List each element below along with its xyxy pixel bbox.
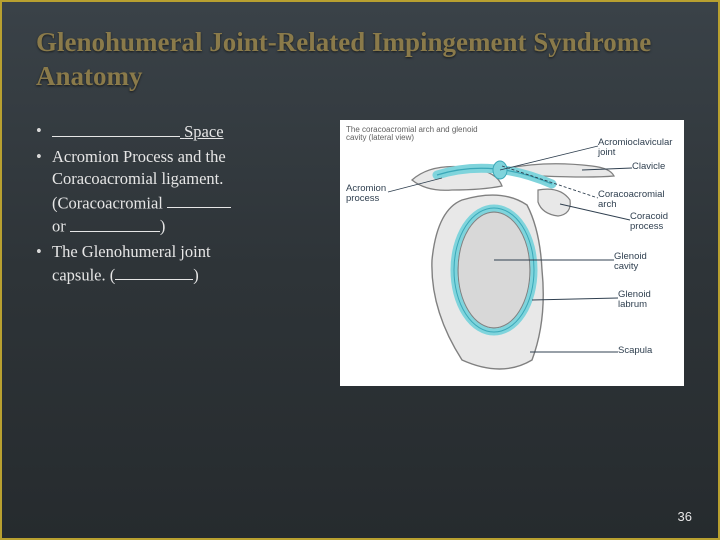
label-acromion: Acromion process: [346, 184, 406, 205]
bullet-3-line1: The Glenohumeral joint: [52, 242, 211, 261]
figure-caption: The coracoacromial arch and glenoid cavi…: [346, 126, 496, 144]
page-number: 36: [678, 509, 692, 524]
bullet-3-line2a: capsule. (: [52, 265, 115, 284]
bullet-2-line2: Coracoacromial ligament.: [52, 169, 223, 188]
bullet-3-line2b: ): [193, 265, 199, 284]
bullet-1: Space: [36, 120, 326, 144]
glenoid-cavity-shape: [458, 212, 530, 328]
slide: Glenohumeral Joint-Related Impingement S…: [0, 0, 720, 540]
label-scapula: Scapula: [618, 346, 652, 356]
bullet-2-line1: Acromion Process and the: [52, 147, 226, 166]
label-clavicle: Clavicle: [632, 162, 665, 172]
label-coracoacromial-arch: Coracoacromial arch: [598, 190, 676, 211]
bullet-list: Space Acromion Process and the Coracoacr…: [36, 120, 326, 290]
coracoid-shape: [538, 189, 570, 216]
slide-title: Glenohumeral Joint-Related Impingement S…: [36, 26, 684, 94]
label-glenoid-labrum: Glenoid labrum: [618, 290, 670, 311]
bullet-2-line4a: or: [52, 217, 70, 236]
bullet-2-line3a: (Coracoacromial: [52, 193, 167, 212]
bullet-3: The Glenohumeral joint capsule. (): [36, 241, 326, 287]
label-glenoid-cavity: Glenoid cavity: [614, 252, 664, 273]
bullet-1-suffix: Space: [184, 122, 223, 141]
label-acromioclavicular: Acromioclavicular joint: [598, 138, 684, 159]
anatomy-figure: The coracoacromial arch and glenoid cavi…: [340, 120, 684, 386]
bullet-2-line4b: ): [160, 217, 166, 236]
label-coracoid: Coracoid process: [630, 212, 680, 233]
content-row: Space Acromion Process and the Coracoacr…: [36, 120, 684, 386]
bullet-2: Acromion Process and the Coracoacromial …: [36, 146, 326, 238]
